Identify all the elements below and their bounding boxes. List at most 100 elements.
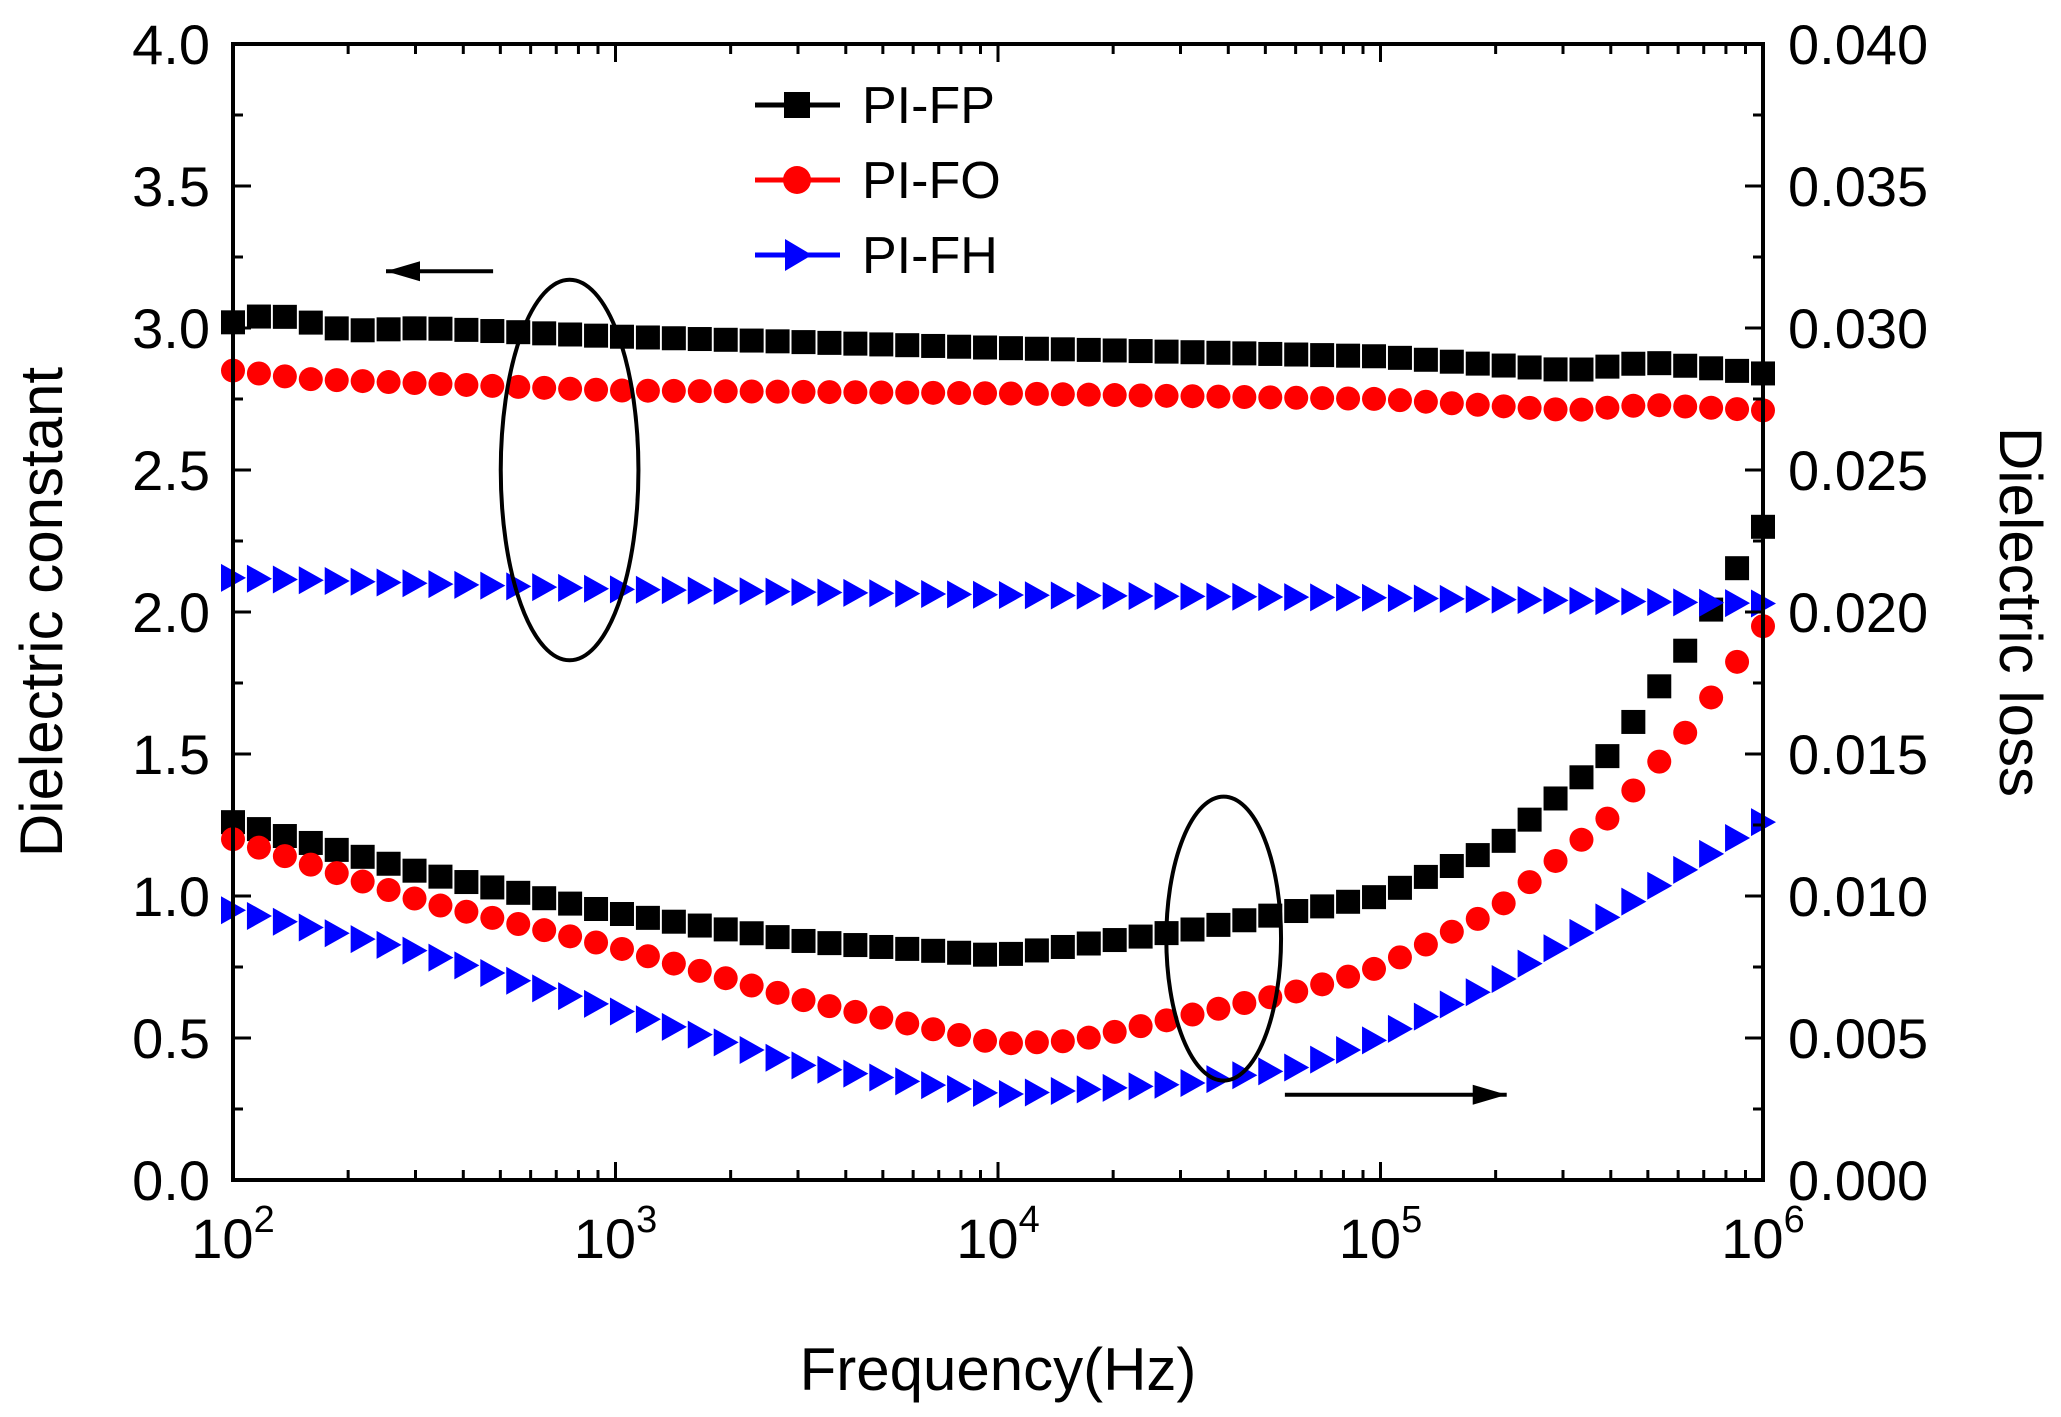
x-tick-label: 105: [1339, 1199, 1422, 1270]
point-loss-pi-fh: [1569, 918, 1595, 947]
point-loss-pi-fo: [998, 1031, 1023, 1056]
point-loss-pi-fp: [246, 817, 271, 842]
point-loss-pi-fp: [454, 870, 479, 895]
point-loss-pi-fh: [376, 930, 402, 959]
point-loss-pi-fp: [895, 936, 920, 961]
y-right-tick-label: 0.010: [1788, 865, 1928, 928]
y-left-tick-label: 1.5: [132, 723, 210, 786]
point-loss-pi-fo: [506, 912, 531, 937]
point-constant-pi-fh: [1232, 582, 1258, 611]
point-loss-pi-fo: [791, 988, 816, 1013]
point-constant-pi-fh: [584, 574, 610, 603]
point-loss-pi-fh: [480, 959, 506, 988]
y-left-tick-label: 2.5: [132, 439, 210, 502]
point-constant-pi-fh: [246, 564, 272, 593]
point-constant-pi-fo: [998, 381, 1023, 406]
point-loss-pi-fp: [1413, 864, 1438, 889]
y-left-tick-label: 3.0: [132, 297, 210, 360]
y-axis-left-title: Dielectric constant: [8, 367, 75, 858]
point-loss-pi-fp: [1284, 899, 1309, 924]
point-constant-pi-fo: [1725, 397, 1750, 422]
point-loss-pi-fh: [1543, 934, 1569, 963]
point-loss-pi-fp: [376, 851, 401, 876]
point-constant-pi-fo: [1310, 386, 1335, 411]
point-constant-pi-fp: [350, 318, 375, 343]
point-constant-pi-fp: [998, 336, 1023, 361]
point-loss-pi-fo: [1362, 956, 1387, 981]
point-constant-pi-fo: [1128, 383, 1153, 408]
point-constant-pi-fh: [558, 573, 584, 602]
point-loss-pi-fh: [1310, 1045, 1336, 1074]
point-constant-pi-fo: [869, 380, 894, 405]
point-loss-pi-fh: [1102, 1073, 1128, 1102]
point-loss-pi-fh: [687, 1020, 713, 1049]
point-loss-pi-fo: [1076, 1025, 1101, 1050]
point-loss-pi-fo: [1595, 806, 1620, 831]
point-loss-pi-fp: [1128, 924, 1153, 949]
point-constant-pi-fh: [1336, 583, 1362, 612]
point-loss-pi-fp: [661, 909, 686, 934]
group-ellipse: [1164, 794, 1284, 1083]
y-left-tick-label: 0.5: [132, 1007, 210, 1070]
point-loss-pi-fh: [1725, 824, 1751, 853]
point-constant-pi-fp: [843, 331, 868, 356]
point-constant-pi-fp: [1517, 355, 1542, 380]
point-constant-pi-fo: [661, 378, 686, 403]
point-loss-pi-fo: [973, 1028, 998, 1053]
point-constant-pi-fh: [661, 576, 687, 605]
point-loss-pi-fo: [428, 893, 453, 918]
point-constant-pi-fp: [661, 326, 686, 351]
point-constant-pi-fp: [1569, 357, 1594, 382]
point-constant-pi-fo: [1673, 394, 1698, 419]
point-loss-pi-fh: [921, 1071, 947, 1100]
point-loss-pi-fo: [558, 924, 583, 949]
point-loss-pi-fo: [1102, 1019, 1127, 1044]
point-loss-pi-fo: [687, 958, 712, 983]
point-constant-pi-fp: [1699, 356, 1724, 381]
point-constant-pi-fp: [246, 304, 271, 329]
legend-item-pi-fh: PI-FH: [755, 227, 998, 285]
point-loss-pi-fo: [402, 886, 427, 911]
point-loss-pi-fp: [1362, 885, 1387, 910]
point-loss-pi-fp: [324, 837, 349, 862]
point-loss-pi-fo: [661, 951, 686, 976]
point-constant-pi-fo: [454, 372, 479, 397]
point-loss-pi-fp: [1336, 889, 1361, 914]
point-loss-pi-fp: [402, 858, 427, 883]
y-axis-right-title: Dielectric loss: [1987, 427, 2054, 797]
point-constant-pi-fo: [973, 381, 998, 406]
point-loss-pi-fo: [1517, 870, 1542, 895]
point-constant-pi-fh: [713, 576, 739, 605]
point-constant-pi-fp: [1206, 340, 1231, 365]
point-constant-pi-fp: [1491, 353, 1516, 378]
point-constant-pi-fo: [635, 378, 660, 403]
x-tick-label: 102: [191, 1199, 274, 1270]
legend-label-pi-fp: PI-FP: [862, 77, 995, 135]
legend-label-pi-fh: PI-FH: [862, 227, 998, 285]
point-loss-pi-fo: [1465, 906, 1490, 931]
point-loss-pi-fp: [973, 942, 998, 967]
point-loss-pi-fo: [1284, 979, 1309, 1004]
point-constant-pi-fh: [1673, 588, 1699, 617]
point-loss-pi-fo: [1673, 720, 1698, 745]
point-constant-pi-fo: [1621, 393, 1646, 418]
point-constant-pi-fh: [791, 578, 817, 607]
point-loss-pi-fp: [428, 864, 453, 889]
x-axis-title: Frequency(Hz): [800, 1336, 1197, 1403]
point-constant-pi-fh: [1595, 587, 1621, 616]
point-constant-pi-fh: [1491, 585, 1517, 614]
point-constant-pi-fo: [1465, 392, 1490, 417]
point-constant-pi-fp: [454, 317, 479, 342]
point-loss-pi-fo: [1154, 1008, 1179, 1033]
y-left-tick-label: 0.0: [132, 1149, 210, 1212]
point-constant-pi-fh: [1128, 582, 1154, 611]
point-loss-pi-fh: [713, 1028, 739, 1057]
point-constant-pi-fp: [1232, 341, 1257, 366]
point-loss-pi-fp: [1595, 744, 1620, 769]
y-right-tick-label: 0.025: [1788, 439, 1928, 502]
point-loss-pi-fh: [324, 919, 350, 948]
point-constant-pi-fo: [1595, 395, 1620, 420]
legend-item-pi-fp: PI-FP: [755, 77, 995, 135]
point-constant-pi-fo: [843, 380, 868, 405]
point-constant-pi-fp: [324, 316, 349, 341]
